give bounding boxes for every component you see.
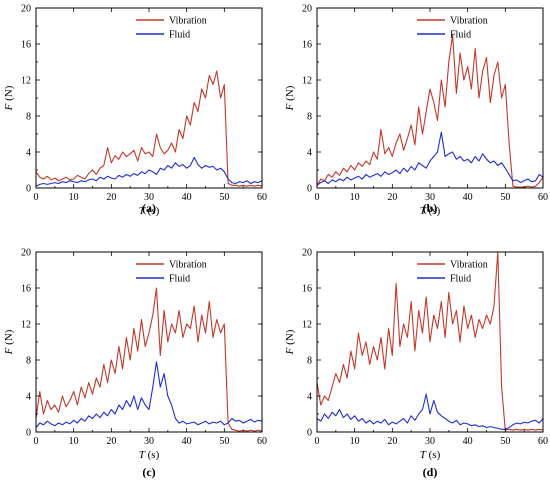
legend: Vibration Fluid — [136, 260, 207, 285]
series-line-vibration — [35, 287, 263, 432]
x-tick-label: 0 — [315, 436, 320, 447]
x-tick-label: 20 — [387, 436, 397, 447]
panel-label: (d) — [423, 465, 438, 479]
x-tick-label: 40 — [463, 436, 473, 447]
x-axis-label: T (s) — [420, 205, 441, 217]
plot-frame — [35, 7, 263, 189]
y-axis-label: F (N) — [284, 85, 296, 111]
series-line-fluid — [35, 361, 263, 428]
legend-label-fluid: Fluid — [450, 274, 471, 285]
legend-label-vibration: Vibration — [169, 16, 207, 27]
x-tick-label: 40 — [182, 192, 192, 203]
y-tick-label: 16 — [21, 40, 31, 51]
x-tick-label: 50 — [500, 436, 510, 447]
panel-label: (b) — [423, 201, 438, 215]
x-tick-label: 50 — [500, 192, 510, 203]
y-tick-label: 12 — [21, 320, 31, 331]
legend: Vibration Fluid — [136, 16, 207, 41]
series-line-vibration — [35, 70, 263, 187]
x-axis-label: T (s) — [139, 449, 160, 461]
y-tick-label: 20 — [302, 248, 312, 259]
y-tick-label: 12 — [302, 320, 312, 331]
y-tick-label: 0 — [307, 184, 312, 195]
x-tick-label: 20 — [106, 192, 116, 203]
y-tick-label: 4 — [26, 392, 31, 403]
x-tick-label: 60 — [538, 192, 548, 203]
chart-panel-3: 0 10 20 30 40 50 60 0 4 8 12 16 20 T (s) F (N) Vibratio… — [3, 248, 267, 480]
x-tick-label: 60 — [538, 436, 548, 447]
x-tick-label: 10 — [69, 436, 79, 447]
y-axis-label: F (N) — [3, 85, 15, 111]
legend-label-fluid: Fluid — [450, 30, 471, 41]
x-tick-label: 0 — [34, 192, 39, 203]
panel-label: (c) — [142, 465, 155, 479]
y-tick-label: 20 — [21, 4, 31, 15]
series-line-vibration — [316, 34, 544, 188]
y-tick-label: 4 — [307, 392, 312, 403]
series-line-fluid — [316, 131, 544, 186]
y-tick-label: 8 — [26, 356, 31, 367]
y-tick-label: 4 — [26, 148, 31, 159]
x-axis-label: T (s) — [420, 449, 441, 461]
x-tick-label: 40 — [463, 192, 473, 203]
x-tick-label: 10 — [69, 192, 79, 203]
x-axis-label: T (s) — [139, 205, 160, 217]
x-tick-label: 20 — [106, 436, 116, 447]
y-tick-label: 20 — [21, 248, 31, 259]
x-tick-label: 30 — [144, 192, 154, 203]
legend-label-vibration: Vibration — [450, 260, 488, 271]
panel-label: (a) — [142, 201, 156, 215]
x-tick-label: 10 — [350, 436, 360, 447]
y-tick-label: 12 — [21, 76, 31, 87]
legend: Vibration Fluid — [417, 260, 488, 285]
legend-label-fluid: Fluid — [169, 30, 190, 41]
y-axis-label: F (N) — [284, 329, 296, 355]
plot-frame — [35, 251, 263, 433]
y-tick-label: 0 — [26, 428, 31, 439]
x-tick-label: 10 — [350, 192, 360, 203]
x-tick-label: 50 — [219, 436, 229, 447]
x-tick-label: 20 — [387, 192, 397, 203]
y-tick-label: 20 — [302, 4, 312, 15]
x-tick-label: 30 — [425, 192, 435, 203]
x-tick-label: 60 — [257, 436, 267, 447]
legend-label-vibration: Vibration — [169, 260, 207, 271]
legend: Vibration Fluid — [417, 16, 488, 41]
series-line-fluid — [35, 156, 263, 187]
series-line-fluid — [316, 393, 544, 430]
x-tick-label: 0 — [315, 192, 320, 203]
legend-label-fluid: Fluid — [169, 274, 190, 285]
x-tick-label: 30 — [144, 436, 154, 447]
series-line-vibration — [316, 251, 544, 431]
x-tick-label: 60 — [257, 192, 267, 203]
chart-panel-1: 0 10 20 30 40 50 60 0 4 8 12 16 20 T (s) F (N) Vibratio… — [3, 4, 267, 218]
x-tick-label: 40 — [182, 436, 192, 447]
chart-panel-2: 0 10 20 30 40 50 60 0 4 8 12 16 20 T (s) F (N) Vibratio… — [284, 4, 548, 218]
y-axis-label: F (N) — [3, 329, 15, 355]
y-tick-label: 4 — [307, 148, 312, 159]
chart-panel-4: 0 10 20 30 40 50 60 0 4 8 12 16 20 T (s) F (N) Vibratio… — [284, 248, 548, 480]
y-tick-label: 8 — [307, 112, 312, 123]
y-tick-label: 8 — [26, 112, 31, 123]
y-tick-label: 16 — [302, 40, 312, 51]
y-tick-label: 8 — [307, 356, 312, 367]
legend-label-vibration: Vibration — [450, 16, 488, 27]
y-tick-label: 0 — [307, 428, 312, 439]
y-tick-label: 12 — [302, 76, 312, 87]
x-tick-label: 50 — [219, 192, 229, 203]
y-tick-label: 16 — [302, 284, 312, 295]
x-tick-label: 0 — [34, 436, 39, 447]
y-tick-label: 0 — [26, 184, 31, 195]
y-tick-label: 16 — [21, 284, 31, 295]
x-tick-label: 30 — [425, 436, 435, 447]
